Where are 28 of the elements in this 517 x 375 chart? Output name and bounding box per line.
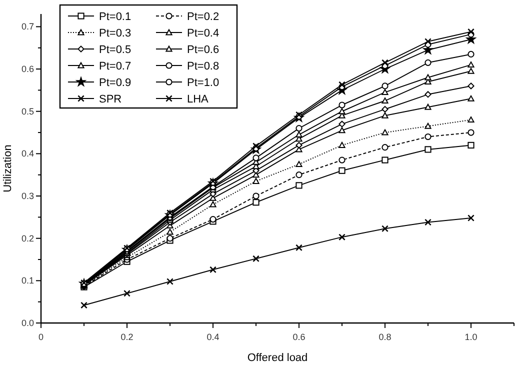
y-axis-title: Utilization [2,144,14,192]
y-tick-label: 0.2 [21,233,34,244]
y-tick-label: 0.3 [21,191,34,202]
legend-label: Pt=1.0 [187,77,220,89]
legend-label: Pt=0.5 [99,44,132,56]
legend-label: Pt=0.7 [99,60,132,72]
y-tick-label: 0.6 [21,64,34,74]
x-tick-label: 0 [38,332,44,342]
legend-label: Pt=0.4 [187,28,220,40]
x-tick-label: 0.6 [292,332,306,342]
x-tick-label: 1.0 [464,332,478,342]
legend-label: Pt=0.1 [99,11,132,23]
legend-label: LHA [187,94,210,106]
x-tick-label: 0.2 [120,332,134,342]
y-tick-label: 0.7 [21,22,34,32]
x-tick-label: 0.4 [206,332,220,342]
y-tick-label: 0.0 [21,318,34,328]
x-tick-label: 0.8 [378,332,392,342]
legend-label: Pt=0.6 [187,44,220,56]
y-tick-label: 0.4 [21,148,34,159]
x-axis-title: Offered load [247,352,308,364]
legend-label: SPR [99,94,122,106]
legend-label: Pt=0.8 [187,60,220,72]
y-tick-label: 0.1 [21,276,34,286]
legend-label: Pt=0.9 [99,77,132,89]
legend-label: Pt=0.2 [187,11,220,23]
y-tick-label: 0.5 [21,106,34,116]
legend-label: Pt=0.3 [99,28,132,40]
